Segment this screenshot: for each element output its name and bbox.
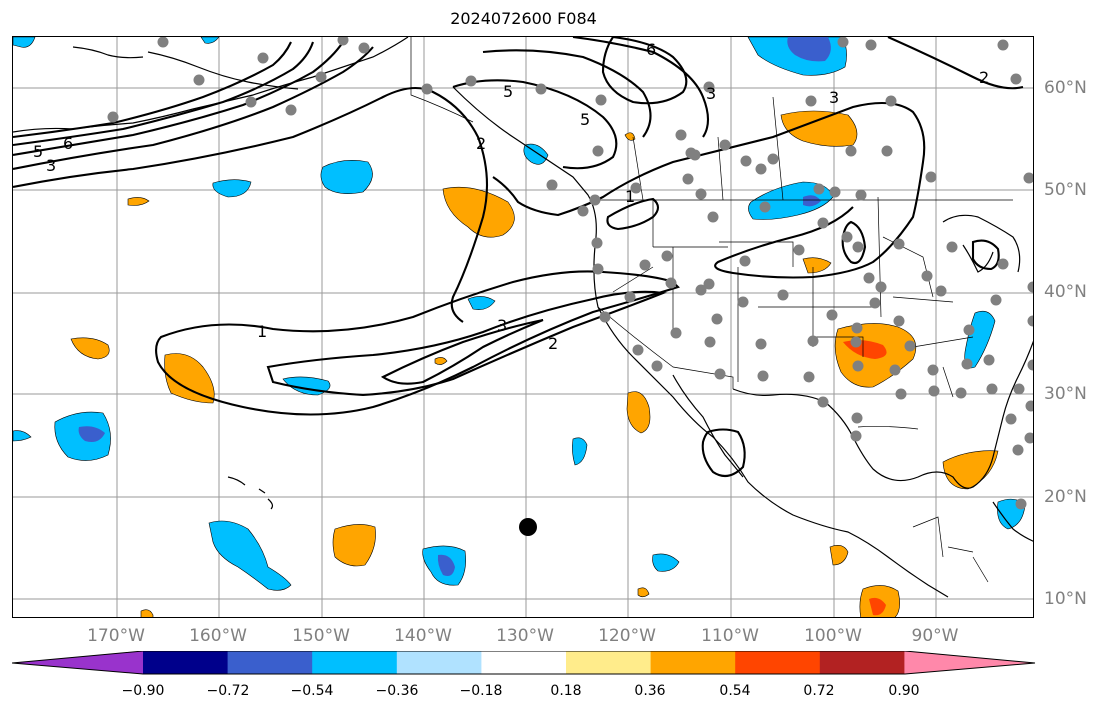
- colorbar-tick-label: 0.18: [550, 683, 582, 699]
- lon-label: 110°W: [701, 626, 759, 646]
- colorbar-tick-label: −0.54: [290, 683, 334, 699]
- contour-label: 1: [625, 187, 635, 206]
- contour-label: 3: [829, 88, 839, 107]
- colorbar-cell: [396, 651, 482, 674]
- colorbar-extend-low: [12, 651, 143, 674]
- colorbar-extend-high: [904, 651, 1035, 674]
- colorbar-cell: [819, 651, 905, 674]
- colorbar-cell: [735, 651, 821, 674]
- lat-label: 40°N: [1044, 282, 1087, 302]
- contour-label: 5: [33, 142, 43, 161]
- contour-label: 2: [979, 68, 989, 87]
- contour-label: 2: [548, 334, 558, 353]
- map-svg: 1 2 3 2 3 5 6 5 3 2 3 5 6 1: [13, 37, 1033, 617]
- contour-label: 6: [646, 40, 656, 59]
- contour-label: 1: [257, 322, 267, 341]
- strong-negative-shading: [78, 37, 831, 576]
- colorbar-tick-label: −0.36: [375, 683, 419, 699]
- lat-label: 50°N: [1044, 180, 1087, 200]
- map-title: 2024072600 F084: [450, 9, 597, 28]
- colorbar-tick-label: 0.54: [719, 683, 751, 699]
- lon-label: 160°W: [189, 626, 247, 646]
- contour-label: 6: [63, 134, 73, 153]
- colorbar-tick-label: −0.18: [459, 683, 503, 699]
- contour-label: 5: [580, 110, 590, 129]
- colorbar-cell: [312, 651, 398, 674]
- lat-label: 60°N: [1044, 78, 1087, 98]
- contour-label: 3: [706, 84, 716, 103]
- colorbar-tick-label: 0.72: [803, 683, 835, 699]
- colorbar-tick-label: −0.90: [121, 683, 165, 699]
- map-panel: 1 2 3 2 3 5 6 5 3 2 3 5 6 1: [12, 36, 1034, 618]
- colorbar-cells: [12, 651, 1035, 674]
- colorbar-cell: [481, 651, 567, 674]
- negative-anomaly-shading: [13, 37, 1026, 591]
- colorbar-cell: [650, 651, 736, 674]
- lat-label: 30°N: [1044, 384, 1087, 404]
- lat-label: 10°N: [1044, 589, 1087, 609]
- colorbar: [12, 651, 1036, 675]
- lon-label: 120°W: [598, 626, 656, 646]
- colorbar-cell: [143, 651, 229, 674]
- station-dots: [107, 37, 1033, 510]
- political-borders: [410, 37, 1013, 583]
- contour-label: 2: [476, 134, 486, 153]
- lon-label: 130°W: [496, 626, 554, 646]
- colorbar-tick-label: −0.72: [206, 683, 250, 699]
- colorbar-cell: [227, 651, 313, 674]
- storm-center-dot: [519, 518, 537, 536]
- contour-label: 3: [497, 316, 507, 335]
- contour-lines: [13, 37, 1024, 478]
- lon-label: 100°W: [804, 626, 862, 646]
- lon-label: 90°W: [911, 626, 959, 646]
- contour-label: 5: [503, 82, 513, 101]
- contour-label: 3: [46, 156, 56, 175]
- colorbar-cell: [566, 651, 652, 674]
- contour-label-group: 1 2 3 2 3 5 6 5 3 2 3 5 6 1: [33, 40, 989, 353]
- colorbar-tick-label: 0.36: [634, 683, 666, 699]
- lat-label: 20°N: [1044, 487, 1087, 507]
- lon-label: 140°W: [394, 626, 452, 646]
- lon-label: 170°W: [87, 626, 145, 646]
- lon-label: 150°W: [292, 626, 350, 646]
- colorbar-tick-label: 0.90: [888, 683, 920, 699]
- colorbar-outline: [12, 651, 1036, 675]
